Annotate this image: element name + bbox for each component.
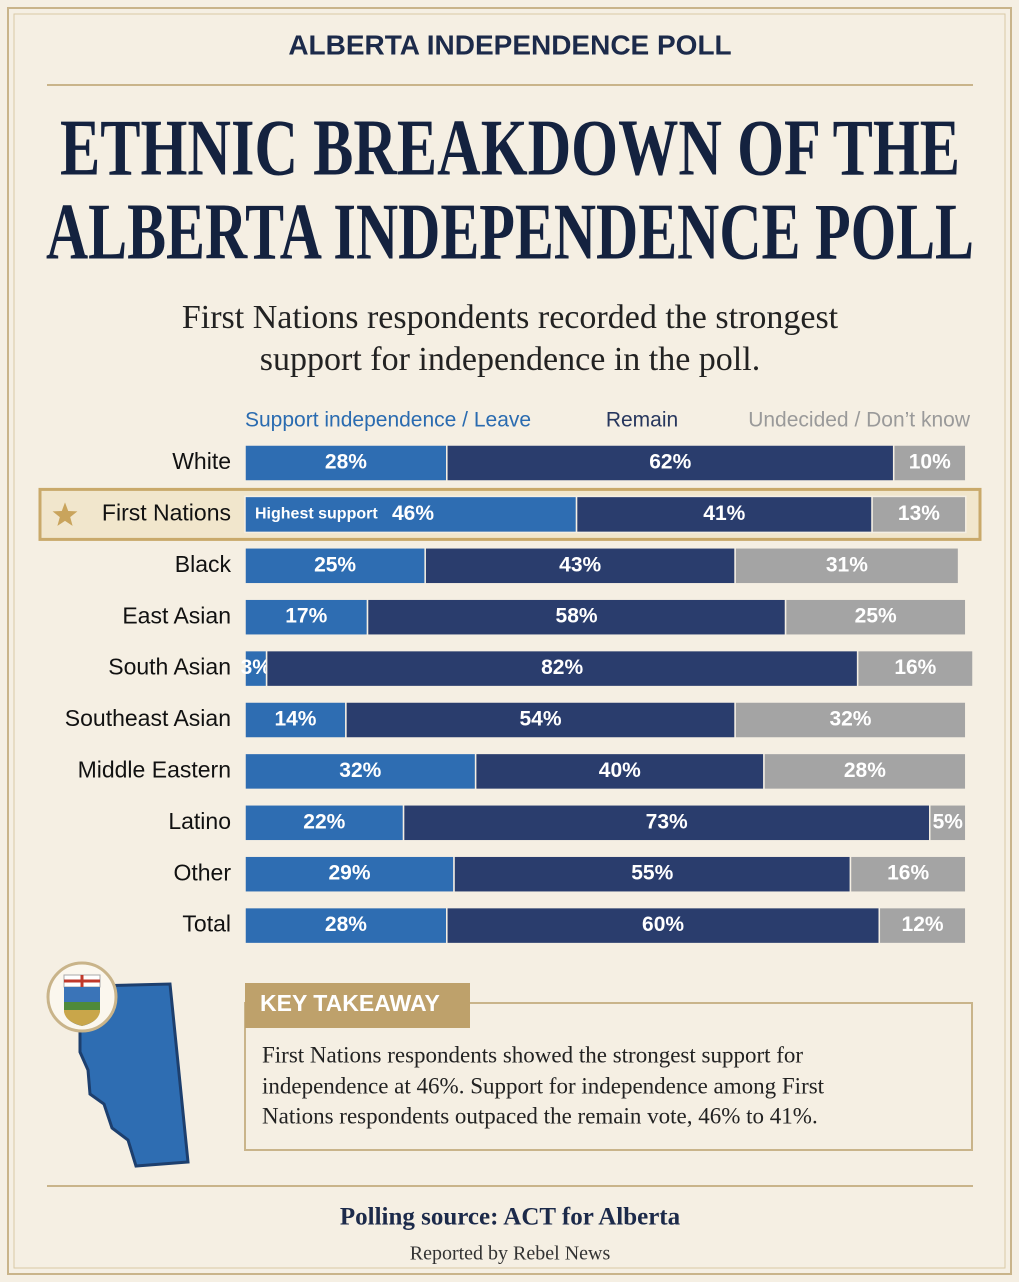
- value-label: 40%: [599, 759, 641, 782]
- category-label: Middle Eastern: [78, 756, 231, 782]
- value-label: 3%: [241, 656, 272, 679]
- bar-segment: [402, 804, 931, 842]
- value-label: 5%: [933, 810, 964, 833]
- subtitle: First Nations respondents recorded the s…: [182, 299, 839, 336]
- category-label: Total: [182, 911, 231, 937]
- value-label: 13%: [898, 502, 940, 525]
- value-label: 31%: [826, 553, 868, 576]
- value-label: 12%: [902, 913, 944, 936]
- star-icon: [52, 502, 78, 526]
- bar-segment: [244, 752, 477, 791]
- value-label: 32%: [829, 708, 871, 731]
- value-label: 29%: [328, 862, 370, 885]
- takeaway-heading: KEY TAKEAWAY: [260, 990, 440, 1016]
- bar-segment: [849, 855, 967, 893]
- category-label: Black: [175, 551, 232, 577]
- legend-entry: Remain: [606, 409, 678, 432]
- bar-segment: [244, 598, 369, 636]
- title: ALBERTA INDEPENDENCE POLL: [46, 188, 974, 276]
- bar-segment: [892, 444, 967, 482]
- value-label: 16%: [887, 862, 929, 885]
- value-label: 14%: [274, 708, 316, 731]
- bar-segment: [244, 804, 405, 842]
- bar-segment: [345, 701, 736, 739]
- value-label: 17%: [285, 605, 327, 628]
- bar-segment: [244, 701, 347, 739]
- legend-entry: Support independence / Leave: [245, 409, 531, 432]
- bar-segment: [244, 444, 448, 482]
- bar-segment: [446, 906, 881, 945]
- category-label: Latino: [168, 808, 231, 834]
- value-label: 60%: [642, 913, 684, 936]
- category-label: East Asian: [122, 602, 231, 628]
- value-label: 22%: [303, 810, 345, 833]
- value-label: 25%: [855, 605, 897, 628]
- bar-segment: [734, 701, 967, 739]
- takeaway-box: [244, 1002, 973, 1151]
- bar-segment: [446, 444, 895, 482]
- value-label: 55%: [631, 862, 673, 885]
- frame-inner: [13, 13, 1006, 1269]
- crest-hills: [64, 1002, 100, 1010]
- title: ETHNIC BREAKDOWN OF THE: [60, 104, 960, 192]
- category-label: Southeast Asian: [65, 705, 231, 731]
- subtitle: support for independence in the poll.: [260, 341, 760, 378]
- bar-segment: [871, 495, 967, 534]
- reported-by: Reported by Rebel News: [410, 1243, 611, 1265]
- value-label: 41%: [703, 502, 745, 525]
- bar-segment: [856, 649, 974, 688]
- bar-segment: [734, 547, 960, 585]
- value-label: 28%: [325, 913, 367, 936]
- bar-segment: [763, 752, 967, 791]
- takeaway-text: First Nations respondents showed the str…: [262, 1042, 803, 1067]
- value-label: 28%: [325, 451, 367, 474]
- value-label: 25%: [314, 553, 356, 576]
- bar-segment: [244, 495, 578, 534]
- bar-segment: [878, 906, 967, 945]
- category-label: Other: [173, 859, 231, 885]
- bar-segment: [474, 752, 765, 791]
- category-label: South Asian: [108, 654, 231, 680]
- value-label: 73%: [646, 810, 688, 833]
- chart: Support independence / Leave Remain Undeci…: [38, 409, 982, 945]
- takeaway-text: Nations respondents outpaced the remain …: [262, 1103, 818, 1128]
- value-label: 10%: [909, 451, 951, 474]
- value-label: 82%: [541, 656, 583, 679]
- bar-segment: [265, 649, 859, 688]
- crest-field: [64, 1010, 100, 1026]
- value-label: 62%: [649, 451, 691, 474]
- bar-segment: [244, 906, 448, 945]
- source: Polling source: ACT for Alberta: [340, 1204, 681, 1231]
- legend-entry: Undecided / Don’t know: [748, 409, 971, 432]
- bar-segment: [424, 547, 736, 585]
- value-label: 46%: [392, 502, 434, 525]
- takeaway-text: independence at 46%. Support for indepen…: [262, 1073, 825, 1098]
- annotation: Highest support: [255, 506, 378, 523]
- bar-segment: [784, 598, 967, 636]
- value-label: 28%: [844, 759, 886, 782]
- category-label: First Nations: [102, 499, 231, 525]
- value-label: 32%: [339, 759, 381, 782]
- value-label: 58%: [556, 605, 598, 628]
- header: ALBERTA INDEPENDENCE POLL: [288, 29, 731, 60]
- value-label: 43%: [559, 553, 601, 576]
- value-label: 54%: [520, 708, 562, 731]
- frame: [7, 7, 1012, 1275]
- takeaway-tag: [245, 983, 470, 1028]
- bar-segment: [575, 495, 873, 534]
- value-label: 16%: [894, 656, 936, 679]
- category-label: White: [172, 448, 231, 474]
- bar-segment: [929, 804, 967, 842]
